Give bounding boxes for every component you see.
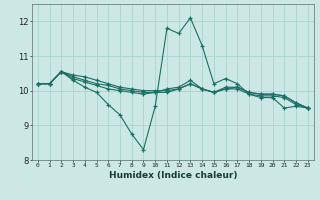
X-axis label: Humidex (Indice chaleur): Humidex (Indice chaleur) bbox=[108, 171, 237, 180]
